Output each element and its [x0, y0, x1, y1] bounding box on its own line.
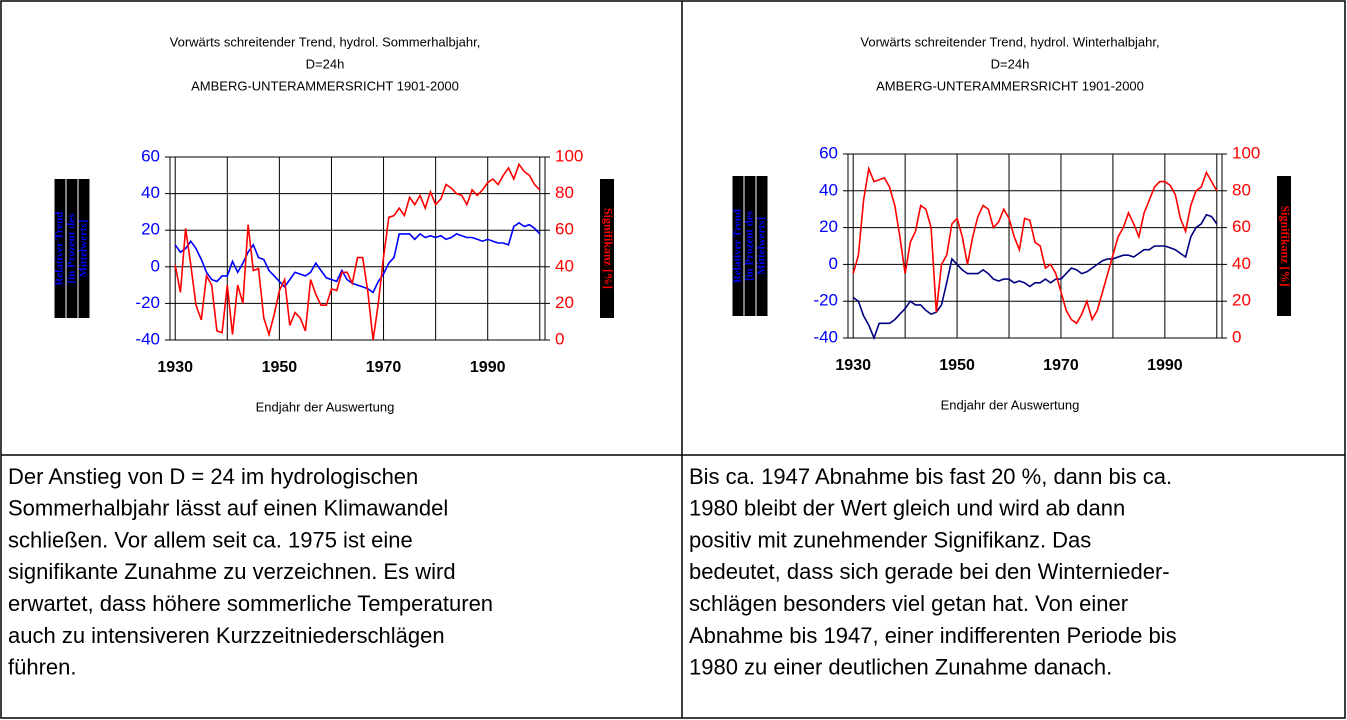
- caption-line: schließen. Vor allem seit ca. 1975 ist e…: [8, 527, 413, 552]
- y-axis-title-box: [756, 176, 768, 316]
- y-tick-label: -40: [135, 329, 160, 348]
- y2-axis-title: Signifikanz [%]: [1278, 205, 1292, 286]
- y2-tick-label: 100: [1232, 143, 1260, 162]
- caption-line: Abnahme bis 1947, einer indifferenten Pe…: [689, 623, 1177, 648]
- chart-title: D=24h: [306, 56, 345, 71]
- y2-axis-title: Signifikanz [%]: [601, 208, 615, 289]
- chart-title: AMBERG-UNTERAMMERSRICHT 1901-2000: [191, 78, 459, 93]
- chart-title: Vorwärts schreitender Trend, hydrol. Som…: [170, 34, 481, 49]
- caption-line: signifikante Zunahme zu verzeichnen. Es …: [8, 559, 456, 584]
- caption-line: Sommerhalbjahr lässt auf einen Klimawand…: [8, 496, 448, 521]
- y-tick-label: 0: [829, 254, 838, 273]
- y2-axis-title-box: [600, 179, 614, 318]
- y-axis-title: Mittelwerts]: [78, 219, 90, 277]
- x-tick-label: 1970: [1043, 357, 1079, 374]
- data-line: [174, 221, 541, 294]
- x-tick-label: 1990: [470, 359, 506, 376]
- y-tick-label: 0: [151, 256, 160, 275]
- caption-line: Bis ca. 1947 Abnahme bis fast 20 %, dann…: [689, 464, 1172, 489]
- caption-line: erwartet, dass höhere sommerliche Temper…: [8, 591, 493, 616]
- y2-axis-title-box: [1277, 176, 1291, 316]
- caption-line: 1980 zu einer deutlichen Zunahme danach.: [689, 655, 1112, 680]
- y-axis-title: Relativer Trend: [732, 209, 744, 283]
- x-tick-label: 1950: [262, 359, 298, 376]
- x-tick-label: 1950: [939, 357, 975, 374]
- plot-frame: [169, 156, 546, 341]
- y2-tick-label: 20: [1232, 291, 1251, 310]
- x-axis-title: Endjahr der Auswertung: [256, 399, 395, 414]
- y-axis-title-box: [54, 179, 66, 318]
- x-tick-label: 1970: [366, 359, 402, 376]
- y-axis-title-box: [78, 179, 90, 318]
- y-tick-label: 40: [819, 180, 838, 199]
- y2-tick-label: 20: [555, 293, 574, 312]
- caption-line: schlägen besonders viel getan hat. Von e…: [689, 591, 1128, 616]
- x-tick-label: 1930: [157, 359, 193, 376]
- plot-frame: [847, 153, 1223, 339]
- caption-line: Der Anstieg von D = 24 im hydrologischen: [8, 464, 418, 489]
- y-tick-label: 60: [819, 143, 838, 162]
- caption-line: bedeutet, dass sich gerade bei den Winte…: [689, 559, 1170, 584]
- caption-line: auch zu intensiveren Kurzzeitniederschlä…: [8, 623, 445, 648]
- data-line: [852, 165, 1218, 325]
- chart-title: AMBERG-UNTERAMMERSRICHT 1901-2000: [876, 78, 1144, 93]
- y-tick-label: 20: [819, 217, 838, 236]
- y-axis-title: Relativer Trend: [54, 211, 66, 285]
- y-tick-label: 60: [141, 146, 160, 165]
- x-tick-label: 1990: [1147, 357, 1183, 374]
- y2-tick-label: 40: [555, 256, 574, 275]
- data-line: [852, 213, 1218, 341]
- chart-title: Vorwärts schreitender Trend, hydrol. Win…: [860, 34, 1159, 49]
- y-axis-title: [in Prozent des: [744, 210, 756, 281]
- x-axis-title: Endjahr der Auswertung: [941, 397, 1080, 412]
- y-tick-label: -20: [813, 291, 838, 310]
- chart-title: D=24h: [991, 56, 1030, 71]
- x-tick-label: 1930: [835, 357, 871, 374]
- y2-tick-label: 80: [555, 183, 574, 202]
- y2-tick-label: 40: [1232, 254, 1251, 273]
- y2-tick-label: 60: [1232, 217, 1251, 236]
- y-tick-label: 40: [141, 183, 160, 202]
- y-axis-title-box: [744, 176, 756, 316]
- caption-line: führen.: [8, 655, 77, 680]
- y-axis-title: [in Prozent des: [66, 213, 78, 284]
- y-tick-label: -20: [135, 293, 160, 312]
- y2-tick-label: 0: [555, 329, 564, 348]
- y-axis-title-box: [732, 176, 744, 316]
- caption-line: positiv mit zunehmender Signifikanz. Das: [689, 527, 1091, 552]
- caption-line: 1980 bleibt der Wert gleich und wird ab …: [689, 496, 1125, 521]
- y-tick-label: -40: [813, 327, 838, 346]
- y2-tick-label: 80: [1232, 180, 1251, 199]
- y2-tick-label: 0: [1232, 327, 1241, 346]
- y-axis-title-box: [66, 179, 78, 318]
- y-tick-label: 20: [141, 220, 160, 239]
- y-axis-title: Mittelwerts]: [756, 217, 768, 275]
- y2-tick-label: 100: [555, 146, 583, 165]
- data-line: [174, 162, 541, 341]
- y2-tick-label: 60: [555, 220, 574, 239]
